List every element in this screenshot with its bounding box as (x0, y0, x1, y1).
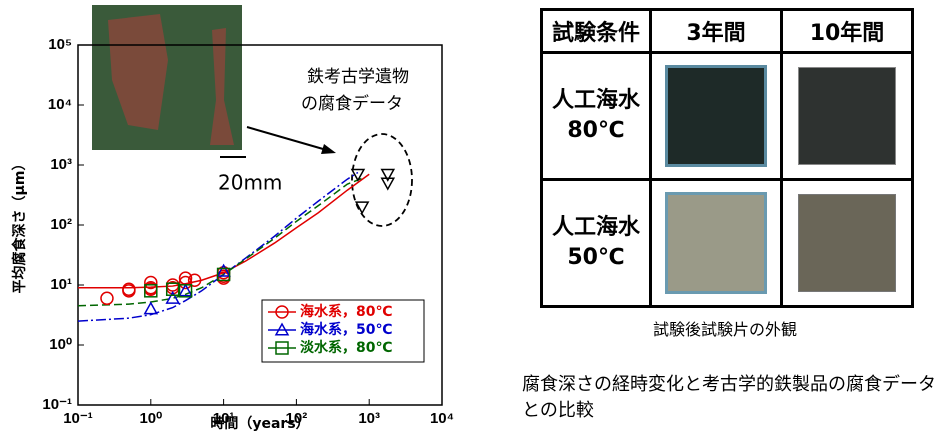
x-tick-label: 10³ (358, 410, 380, 427)
sample-photo (798, 67, 896, 165)
legend-label: 海水系，80℃ (300, 303, 392, 320)
fit-line (78, 178, 362, 305)
x-tick-label: 10⁴ (430, 410, 454, 427)
table-header: 10年間 (782, 10, 913, 53)
arrow-head (321, 144, 336, 154)
cell (782, 180, 913, 307)
table-header: 3年間 (651, 10, 782, 53)
x-tick-label: 10² (286, 410, 308, 427)
sample-photo (665, 65, 767, 167)
y-tick-label: 10³ (50, 156, 72, 173)
cell (651, 53, 782, 180)
table-caption: 試験後試験片の外観 (540, 316, 910, 340)
y-tick-label: 10¹ (50, 276, 72, 293)
cell (782, 53, 913, 180)
cell (651, 180, 782, 307)
x-tick-label: 10⁰ (139, 410, 162, 427)
y-tick-label: 10⁰ (49, 336, 72, 353)
page: 20mm 鉄考古学遺物 の腐食データ 時間（years） 平均腐食深さ（μm） … (0, 0, 946, 432)
annotation: 鉄考古学遺物 (307, 67, 409, 87)
row-label-line: 人工海水 (543, 86, 649, 116)
annotation: の腐食データ (301, 93, 403, 114)
row-label-line: 50℃ (543, 243, 649, 273)
data-point (101, 292, 113, 304)
scale-label: 20mm (218, 171, 282, 195)
y-tick-label: 10⁵ (48, 36, 72, 53)
legend-label: 海水系，50℃ (300, 321, 392, 338)
arrow (247, 127, 330, 151)
y-axis-label: 平均腐食深さ（μm） (11, 157, 28, 294)
figure-caption: 腐食深さの経時変化と考古学的鉄製品の腐食データとの比較 (522, 372, 942, 424)
x-tick-label: 10¹ (213, 410, 235, 427)
row-label-line: 人工海水 (543, 213, 649, 243)
sample-photo (665, 192, 767, 294)
y-tick-label: 10⁻¹ (42, 396, 72, 413)
y-tick-label: 10⁴ (48, 96, 72, 113)
row-label-line: 80℃ (543, 116, 649, 146)
chart: 20mm 鉄考古学遺物 の腐食データ 時間（years） 平均腐食深さ（μm） … (0, 0, 520, 432)
legend-label: 淡水系，80℃ (300, 339, 392, 356)
y-tick-label: 10² (50, 216, 72, 233)
table-header: 試験条件 (542, 10, 651, 53)
data-point (145, 303, 157, 314)
fit-line (78, 172, 358, 321)
sample-photo (798, 194, 896, 292)
